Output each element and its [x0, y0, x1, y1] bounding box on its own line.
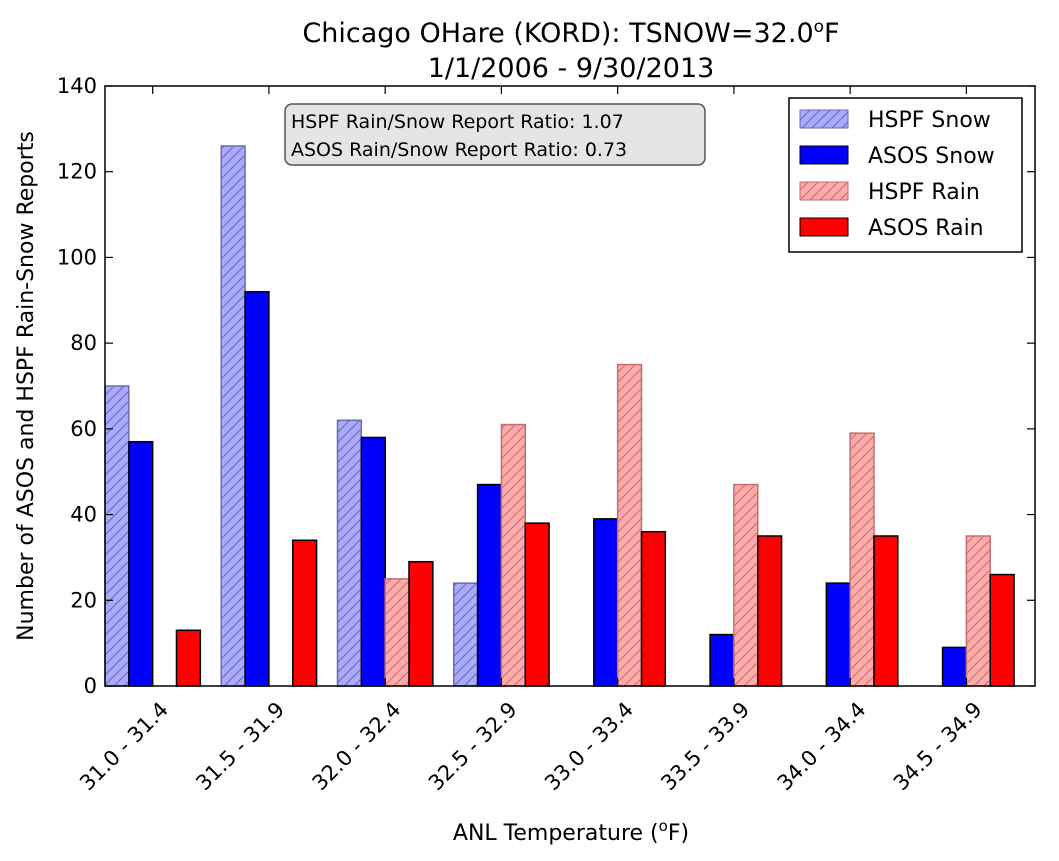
bar-hspf-snow-1	[220, 145, 246, 687]
bar-asos-rain-0	[175, 629, 202, 687]
bar-hspf-snow-0	[104, 385, 130, 687]
chart-title-line1: Chicago OHare (KORD): TSNOW=32.0oF	[302, 17, 839, 49]
ratio-annotation: HSPF Rain/Snow Report Ratio: 1.07 ASOS R…	[284, 103, 706, 166]
y-tick-label: 20	[70, 588, 97, 612]
y-tick-label: 100	[57, 245, 97, 269]
bar-hspf-rain-2	[384, 578, 410, 687]
legend-label-asos-snow: ASOS Snow	[868, 144, 995, 169]
legend-swatch-asos-rain	[799, 217, 849, 237]
bar-hspf-rain-3	[500, 423, 526, 687]
bar-hspf-rain-5	[733, 483, 759, 687]
bar-hspf-rain-6	[849, 432, 875, 687]
y-axis-label: Number of ASOS and HSPF Rain-Snow Report…	[14, 131, 39, 641]
bar-asos-rain-7	[989, 573, 1015, 687]
bar-asos-rain-4	[640, 530, 667, 687]
bar-asos-snow-6	[825, 582, 851, 687]
bar-asos-rain-1	[291, 539, 318, 687]
bar-hspf-snow-2	[336, 419, 363, 687]
x-tick-label: 31.0 - 31.4	[75, 697, 173, 795]
y-tick-label: 60	[70, 417, 97, 441]
legend-swatch-hspf-rain	[799, 181, 849, 201]
y-tick-label: 140	[57, 74, 97, 98]
x-axis-label: ANL Temperature (oF)	[453, 817, 689, 846]
axes-frame	[104, 85, 1036, 687]
bar-asos-snow-7	[941, 646, 968, 687]
y-axis-ticks: 0 20 40 60 80 100 120 140	[57, 74, 1035, 698]
bar-asos-snow-1	[244, 290, 270, 687]
plot-area	[104, 145, 1015, 687]
legend-label-hspf-rain: HSPF Rain	[868, 180, 980, 205]
bar-asos-rain-3	[524, 522, 550, 687]
legend-label-asos-rain: ASOS Rain	[868, 216, 984, 241]
x-tick-label: 32.0 - 32.4	[308, 697, 406, 795]
bar-asos-snow-0	[128, 440, 154, 687]
bar-hspf-rain-4	[616, 363, 643, 687]
bar-asos-rain-5	[756, 535, 783, 687]
x-tick-label: 33.0 - 33.4	[540, 697, 638, 795]
y-tick-label: 120	[57, 160, 97, 184]
legend: HSPF Snow ASOS Snow HSPF Rain ASOS Rain	[788, 97, 1023, 253]
bar-asos-rain-6	[873, 535, 899, 687]
bar-asos-snow-2	[360, 436, 386, 687]
x-tick-label: 33.5 - 33.9	[656, 697, 754, 795]
bar-asos-snow-5	[709, 633, 735, 687]
bar-asos-rain-2	[408, 560, 434, 687]
bar-asos-snow-4	[593, 518, 619, 687]
asos-ratio-text: ASOS Rain/Snow Report Ratio: 0.73	[291, 139, 627, 161]
bar-hspf-rain-7	[965, 535, 991, 687]
y-tick-label: 80	[70, 331, 97, 355]
legend-swatch-asos-snow	[799, 145, 849, 165]
chart-title-line2: 1/1/2006 - 9/30/2013	[428, 53, 715, 84]
x-tick-label: 34.5 - 34.9	[889, 697, 987, 795]
bar-asos-snow-3	[476, 483, 503, 687]
y-tick-label: 40	[70, 503, 97, 527]
hspf-ratio-text: HSPF Rain/Snow Report Ratio: 1.07	[291, 111, 624, 133]
x-tick-label: 32.5 - 32.9	[424, 697, 522, 795]
x-tick-label: 31.5 - 31.9	[191, 697, 289, 795]
bar-hspf-snow-3	[453, 582, 479, 687]
legend-swatch-hspf-snow	[799, 109, 849, 129]
legend-label-hspf-snow: HSPF Snow	[868, 108, 991, 133]
x-tick-label: 34.0 - 34.4	[773, 697, 871, 795]
y-tick-label: 0	[84, 674, 97, 698]
